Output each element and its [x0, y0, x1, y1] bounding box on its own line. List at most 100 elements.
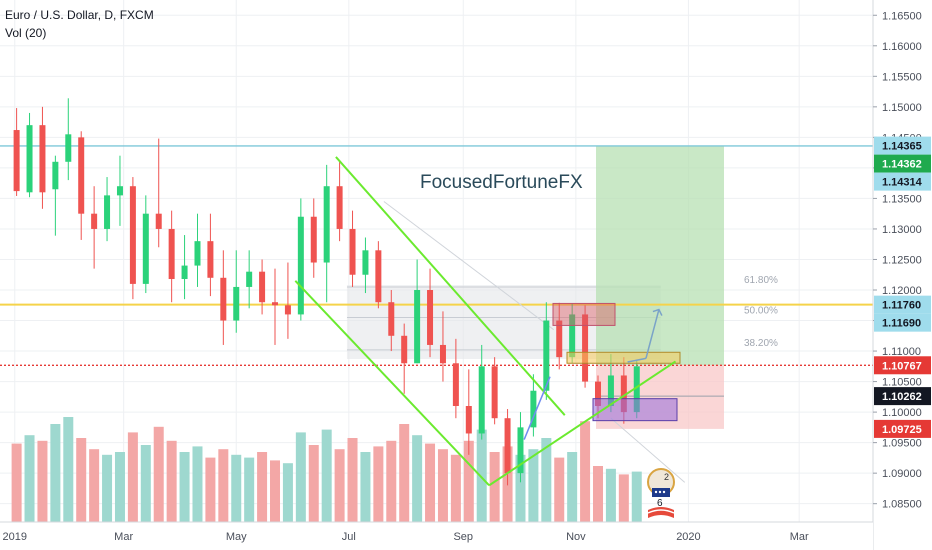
volume-bar [166, 440, 177, 522]
candle-body [13, 130, 20, 192]
fib-level-label: 61.80% [744, 275, 778, 286]
candle-body [530, 390, 537, 428]
price-axis-label: 1.12000 [882, 285, 922, 297]
candle-body [297, 216, 304, 315]
price-axis-label: 1.09000 [882, 468, 922, 480]
candle-body [116, 186, 123, 196]
volume-bar [179, 452, 190, 522]
volume-bar [489, 452, 500, 522]
time-axis-label: Nov [566, 531, 586, 543]
fib-level-label: 50.00% [744, 305, 778, 316]
candle-body [142, 213, 149, 284]
volume-bar [347, 438, 358, 522]
volume-bar [76, 438, 87, 522]
candle-body [362, 250, 369, 275]
watermark-text: FocusedFortuneFX [420, 172, 583, 193]
candle-body [401, 335, 408, 364]
candle-body [181, 265, 188, 280]
candle-body [155, 213, 162, 229]
candle-body [233, 286, 240, 321]
candle-body [607, 375, 614, 406]
candle-body [246, 271, 253, 287]
time-axis-label: May [226, 531, 247, 543]
volume-bar [515, 454, 526, 522]
candle-body [504, 418, 511, 474]
price-axis-panel [873, 0, 932, 550]
price-tag-label: 1.14365 [882, 141, 922, 153]
candle-body [543, 320, 550, 391]
symbol-title: Euro / U.S. Dollar, D, FXCM [5, 8, 154, 22]
candle-body [194, 241, 201, 266]
candle-body [78, 137, 85, 214]
candle-body [556, 320, 563, 358]
time-axis-label: Sep [453, 531, 473, 543]
volume-bar [605, 468, 616, 522]
time-axis-label: Mar [114, 531, 133, 543]
volume-bar [528, 449, 539, 522]
candle-body [129, 186, 136, 284]
volume-bar [295, 432, 306, 522]
candle-body [220, 277, 227, 321]
price-axis-label: 1.09500 [882, 438, 922, 450]
channel-lower-trendline [294, 280, 490, 487]
projection-line [383, 201, 555, 331]
volume-bar [308, 445, 319, 522]
price-tag-label: 1.10262 [882, 391, 922, 403]
candle-body [491, 366, 498, 419]
projection-line [610, 417, 686, 483]
volume-bar [218, 449, 229, 522]
fib-level-label: 38.20% [744, 338, 778, 349]
candle-body [414, 290, 421, 364]
price-axis-label: 1.13000 [882, 224, 922, 236]
candle-body [26, 125, 33, 193]
volume-bar [321, 429, 332, 522]
price-tag-bg [874, 136, 931, 155]
candle-body [336, 186, 343, 229]
volume-bar [231, 454, 242, 522]
volume-bar [463, 440, 474, 522]
price-axis-label: 1.11000 [882, 346, 921, 358]
candle-body [310, 216, 317, 263]
chart-legend: Euro / U.S. Dollar, D, FXCM Vol (20) [5, 6, 154, 42]
price-tag-bg [874, 172, 931, 191]
volume-bar [270, 460, 281, 522]
volume-bar [192, 446, 203, 522]
logo-badge-number: 6 [657, 498, 663, 509]
volume-bar [63, 417, 74, 522]
volume-bar [127, 432, 138, 522]
projection-arrowhead-icon [652, 308, 663, 316]
price-axis-label: 1.08500 [882, 499, 922, 511]
volume-bar [567, 452, 578, 522]
entry-zone-box [566, 351, 681, 364]
time-axis-label: Jul [342, 531, 356, 543]
volume-bar [476, 429, 487, 522]
volume-bar [580, 421, 591, 522]
candle-body [207, 241, 214, 278]
volume-bar [425, 443, 436, 522]
volume-bar [450, 454, 461, 522]
volume-bar [618, 474, 629, 522]
price-tag-label: 1.14314 [882, 177, 923, 189]
volume-bar [399, 424, 410, 522]
volume-bar [282, 463, 293, 522]
price-axis-label: 1.13500 [882, 193, 922, 205]
volume-bar [50, 424, 61, 522]
price-tag-bg [874, 313, 931, 332]
volume-bar [386, 440, 397, 522]
volume-bar [360, 452, 371, 522]
candle-body [323, 186, 330, 263]
logo-badge-mark: 2 [664, 472, 669, 482]
volume-bar [89, 449, 100, 522]
volume-bar [244, 457, 255, 522]
candle-body [633, 366, 640, 413]
price-tag-label: 1.14362 [882, 159, 922, 171]
volume-bar [412, 435, 423, 522]
price-axis-label: 1.16500 [882, 10, 922, 22]
volume-bar [140, 445, 151, 522]
volume-bar [334, 449, 345, 522]
volume-bar [554, 457, 565, 522]
volume-bar [373, 446, 384, 522]
price-tag-bg [874, 387, 931, 406]
